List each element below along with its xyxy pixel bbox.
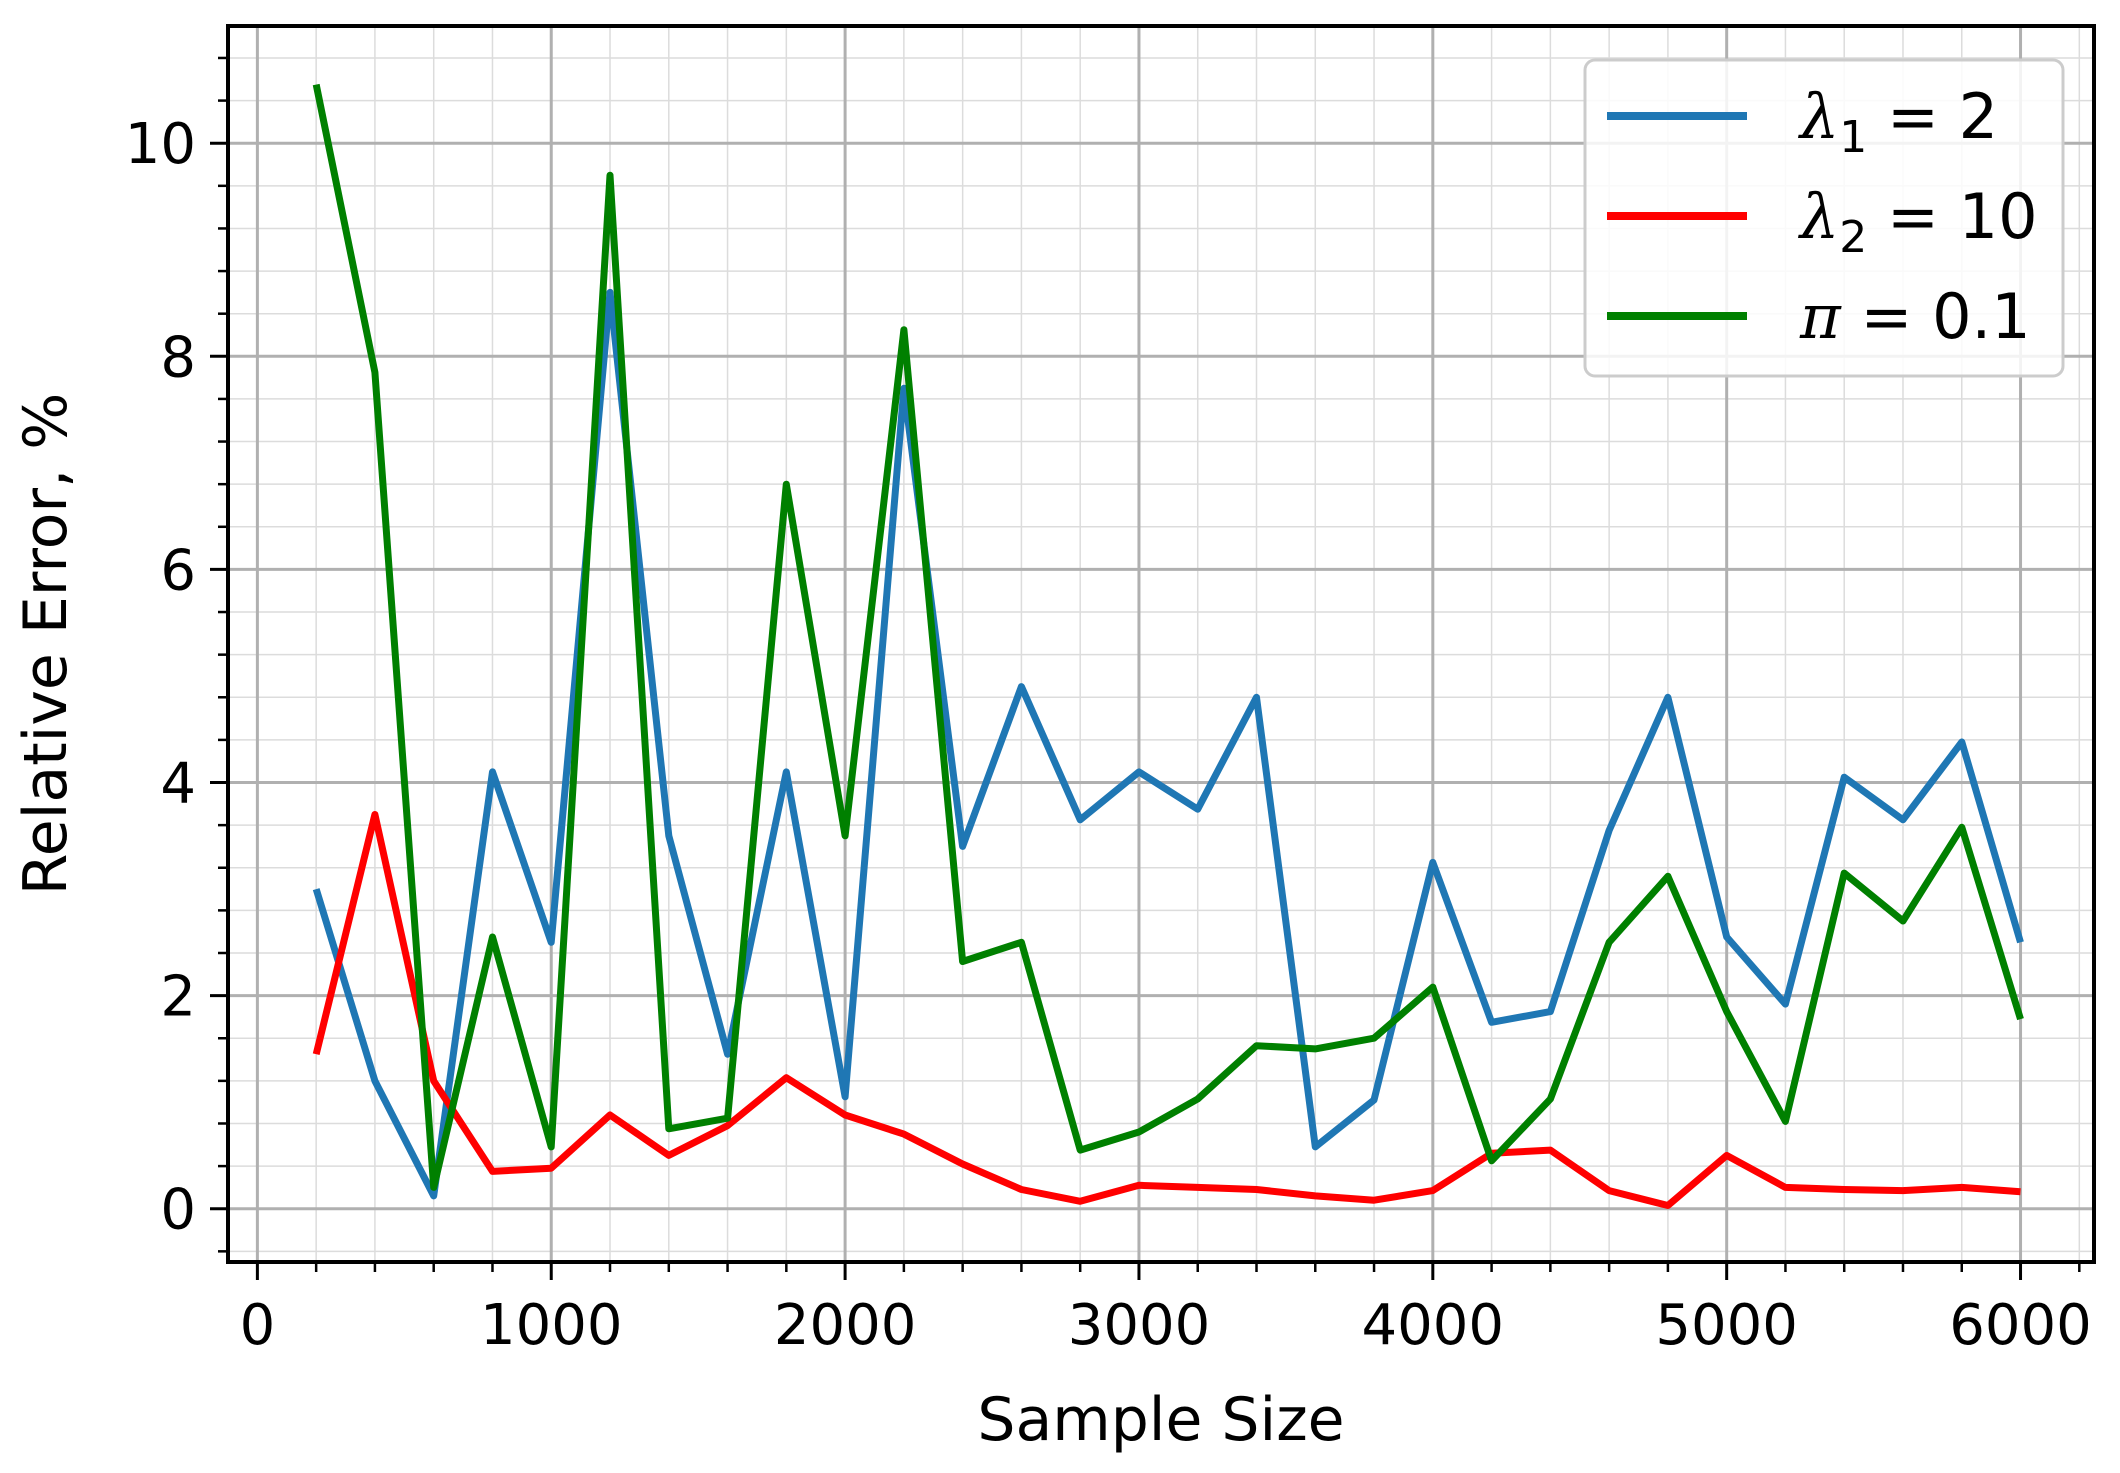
legend-label: π = 0.1 (1799, 280, 2031, 353)
axis-ticks (210, 56, 2081, 1280)
x-axis-label: Sample Size (977, 1385, 1344, 1455)
y-tick-label: 0 (160, 1178, 196, 1243)
series-line-0 (312, 288, 2024, 1200)
y-tick-labels: 0 2 4 6 8 10 (125, 112, 196, 1243)
legend-label: λ2 = 10 (1797, 180, 2038, 263)
x-tick-label: 4000 (1362, 1293, 1505, 1358)
legend: λ1 = 2 λ2 = 10 π = 0.1 (1583, 58, 2065, 378)
x-tick-label: 6000 (1949, 1293, 2092, 1358)
y-tick-label: 6 (160, 538, 196, 603)
y-tick-label: 10 (125, 112, 196, 177)
y-tick-label: 8 (160, 325, 196, 390)
y-tick-label: 4 (160, 752, 196, 817)
x-tick-label: 0 (240, 1293, 276, 1358)
x-tick-label: 5000 (1655, 1293, 1798, 1358)
y-axis-label: Relative Error, % (11, 393, 81, 895)
series-lines (312, 83, 2024, 1209)
y-tick-label: 2 (160, 965, 196, 1030)
legend-box (1583, 58, 2065, 378)
series-line-1 (312, 811, 2021, 1209)
series-line-2 (312, 83, 2024, 1191)
x-tick-labels: 0 1000 2000 3000 4000 5000 6000 (240, 1293, 2092, 1358)
x-tick-label: 1000 (480, 1293, 623, 1358)
x-tick-label: 2000 (774, 1293, 917, 1358)
x-tick-label: 3000 (1068, 1293, 1211, 1358)
legend-label: λ1 = 2 (1797, 80, 1998, 163)
plot-frame (226, 24, 2096, 1264)
